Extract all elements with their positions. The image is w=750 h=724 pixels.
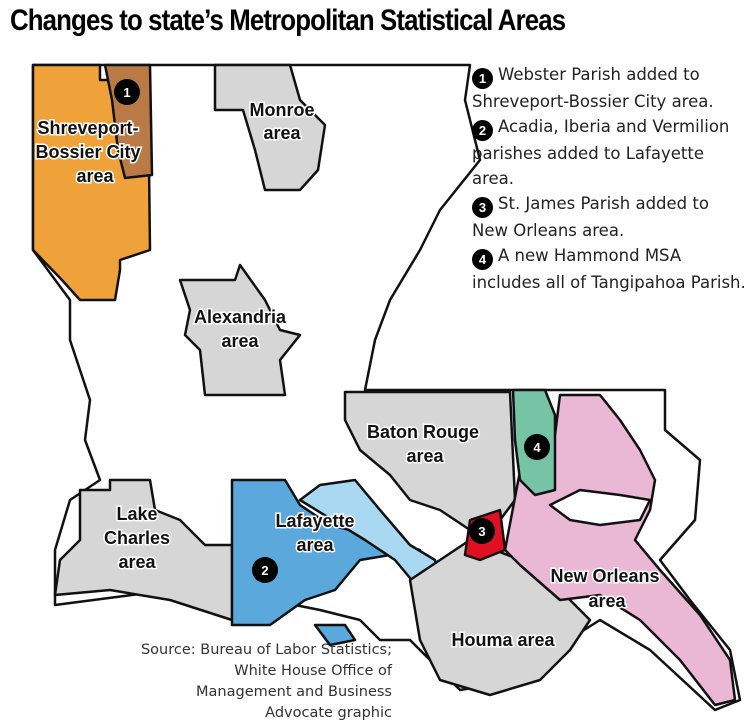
region-alexandria xyxy=(178,263,302,397)
label-lafayette-2: area xyxy=(296,535,334,555)
source-credit: Source: Bureau of Labor Statistics; Whit… xyxy=(140,642,392,721)
label-lafayette-1: Lafayette xyxy=(275,511,354,531)
label-shreveport-2: Bossier City xyxy=(35,142,140,162)
label-houma: Houma area xyxy=(451,630,555,650)
label-monroe-2: area xyxy=(263,123,301,143)
label-new-orleans-1: New Orleans xyxy=(550,566,659,586)
label-monroe-1: Monroe xyxy=(250,100,315,120)
legend-item-2: 2 Acadia, Iberia and Vermilion parishes a… xyxy=(472,117,730,188)
number-badge-icon: 4 xyxy=(472,249,493,270)
label-lake-charles-1: Lake xyxy=(116,504,157,524)
marker-4: 4 xyxy=(524,434,550,460)
region-lafayette-added xyxy=(298,478,442,592)
lake-pontchartrain xyxy=(548,488,652,527)
svg-text:2: 2 xyxy=(261,563,268,578)
marker-3: 3 xyxy=(469,518,495,544)
label-shreveport-3: area xyxy=(76,166,114,186)
map-title: Changes to state’s Metropolitan Statisti… xyxy=(10,4,566,37)
legend-item-1: 1 Webster Parish added to Shreveport-Boss… xyxy=(472,65,714,111)
label-lake-charles-3: area xyxy=(118,552,156,572)
legend: 1 Webster Parish added to Shreveport-Boss… xyxy=(472,62,747,295)
label-alexandria-2: area xyxy=(221,331,259,351)
number-badge-icon: 1 xyxy=(472,68,493,89)
region-monroe xyxy=(213,63,327,192)
label-baton-rouge-2: area xyxy=(406,446,444,466)
svg-text:3: 3 xyxy=(478,524,485,539)
svg-text:4: 4 xyxy=(533,440,541,455)
label-baton-rouge-1: Baton Rouge xyxy=(367,422,479,442)
label-lake-charles-2: Charles xyxy=(104,528,170,548)
number-badge-icon: 3 xyxy=(472,197,493,218)
label-alexandria-1: Alexandria xyxy=(194,307,287,327)
region-new-orleans xyxy=(503,393,737,707)
label-new-orleans-2: area xyxy=(588,591,626,611)
map-labels: Shreveport- Bossier City area Monroe are… xyxy=(34,99,661,652)
marker-2: 2 xyxy=(252,557,278,583)
region-baton-rouge xyxy=(343,390,517,532)
number-badge-icon: 2 xyxy=(472,120,493,141)
region-marsh-island xyxy=(313,623,357,647)
legend-item-3: 3 St. James Parish added to New Orleans a… xyxy=(472,194,709,240)
marker-1: 1 xyxy=(114,79,140,105)
svg-text:1: 1 xyxy=(123,85,130,100)
label-shreveport-1: Shreveport- xyxy=(37,118,138,138)
